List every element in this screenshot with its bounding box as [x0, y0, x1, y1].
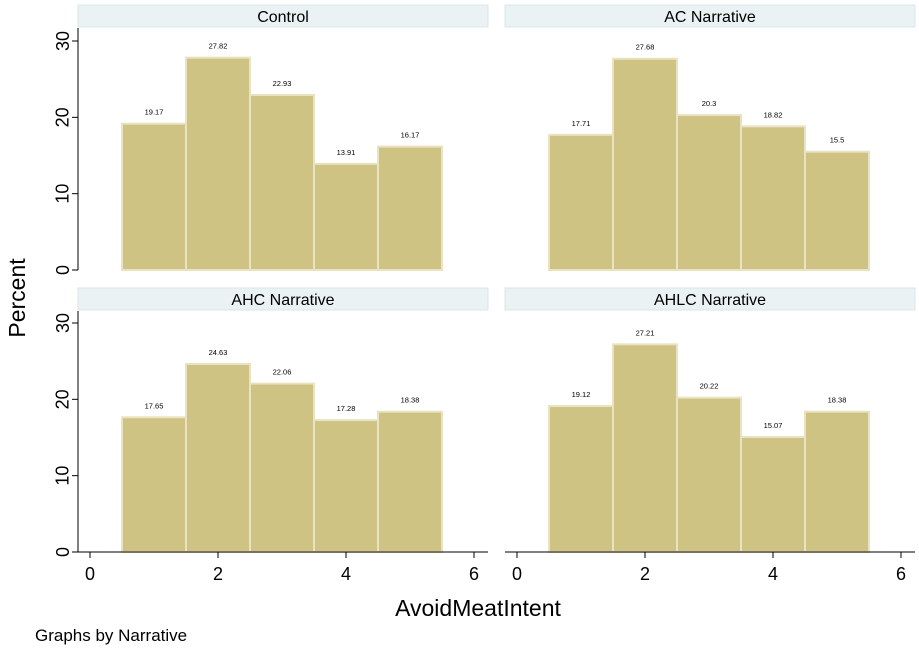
bar — [612, 57, 678, 271]
bar — [249, 93, 315, 271]
bar-value-label: 19.12 — [572, 390, 591, 399]
panel-header — [77, 287, 489, 311]
bar — [804, 150, 870, 271]
bar — [548, 405, 614, 553]
y-tick-label: 20 — [53, 389, 73, 409]
bar-value-label: 15.07 — [764, 421, 783, 430]
panel-header — [504, 287, 916, 311]
bar-value-label: 13.91 — [337, 148, 356, 157]
x-tick-label: 4 — [768, 564, 778, 584]
panel-4: AHLC Narrative 19.12 27.21 20.22 15.07 18.38 0… — [504, 287, 916, 584]
panel-title: AHC Narrative — [231, 292, 334, 309]
bar — [121, 416, 187, 553]
bar-value-label: 18.38 — [828, 396, 847, 405]
bar-value-label: 19.17 — [145, 108, 164, 117]
x-tick-label: 4 — [341, 564, 351, 584]
bar — [612, 343, 678, 553]
y-tick-label: 10 — [53, 184, 73, 204]
bar-value-label: 17.65 — [145, 401, 164, 410]
bar-value-label: 17.71 — [572, 119, 591, 128]
y-tick-label: 10 — [53, 466, 73, 486]
bar — [676, 114, 742, 271]
bar-value-label: 17.28 — [337, 404, 356, 413]
x-tick-label: 2 — [640, 564, 650, 584]
bar — [377, 145, 443, 271]
bar — [313, 419, 379, 554]
bar-value-label: 18.38 — [401, 396, 420, 405]
panel-header — [504, 4, 916, 28]
y-tick-label: 20 — [53, 107, 73, 127]
bar — [548, 133, 614, 271]
bar-value-label: 20.3 — [702, 99, 717, 108]
graph-note: Graphs by Narrative — [35, 626, 187, 645]
panel-title: AHLC Narrative — [654, 292, 766, 309]
y-tick-label: 0 — [53, 547, 73, 557]
y-axis-title: Percent — [4, 258, 30, 338]
x-tick-label: 2 — [213, 564, 223, 584]
bar-value-label: 27.82 — [209, 42, 228, 51]
x-axis-title: AvoidMeatIntent — [395, 595, 561, 621]
bar — [249, 382, 315, 553]
y-tick-label: 30 — [53, 313, 73, 333]
x-tick-label: 6 — [896, 564, 906, 584]
panel-3: AHC Narrative 17.65 24.63 22.06 17.28 18.38 0 1… — [53, 287, 489, 584]
bar — [740, 125, 806, 271]
bar-value-label: 27.21 — [636, 328, 655, 337]
bar — [313, 162, 379, 271]
bar — [185, 362, 251, 553]
y-tick-label: 30 — [53, 31, 73, 51]
bar-value-label: 22.93 — [273, 79, 292, 88]
x-tick-label: 0 — [85, 564, 95, 584]
panel-title: Control — [257, 9, 309, 26]
panel-title: AC Narrative — [664, 9, 756, 26]
panel-header — [77, 4, 489, 28]
x-tick-label: 0 — [512, 564, 522, 584]
x-tick-label: 6 — [469, 564, 479, 584]
bar-value-label: 27.68 — [636, 43, 655, 52]
bar — [377, 410, 443, 553]
bar — [676, 396, 742, 553]
panel-1: Control 19.17 27.82 22.93 13.91 16.17 0 10 20 30 — [53, 4, 489, 275]
bar — [185, 56, 251, 271]
bar-value-label: 15.5 — [830, 136, 845, 145]
bar-value-label: 18.82 — [764, 110, 783, 119]
bar-value-label: 22.06 — [273, 368, 292, 377]
bar-value-label: 16.17 — [401, 131, 420, 140]
bar — [804, 410, 870, 553]
bar-value-label: 24.63 — [209, 348, 228, 357]
bar — [740, 435, 806, 553]
y-tick-label: 0 — [53, 265, 73, 275]
bar-value-label: 20.22 — [700, 382, 719, 391]
bar — [121, 122, 187, 271]
panel-2: AC Narrative 17.71 27.68 20.3 18.82 15.5 — [504, 4, 916, 271]
